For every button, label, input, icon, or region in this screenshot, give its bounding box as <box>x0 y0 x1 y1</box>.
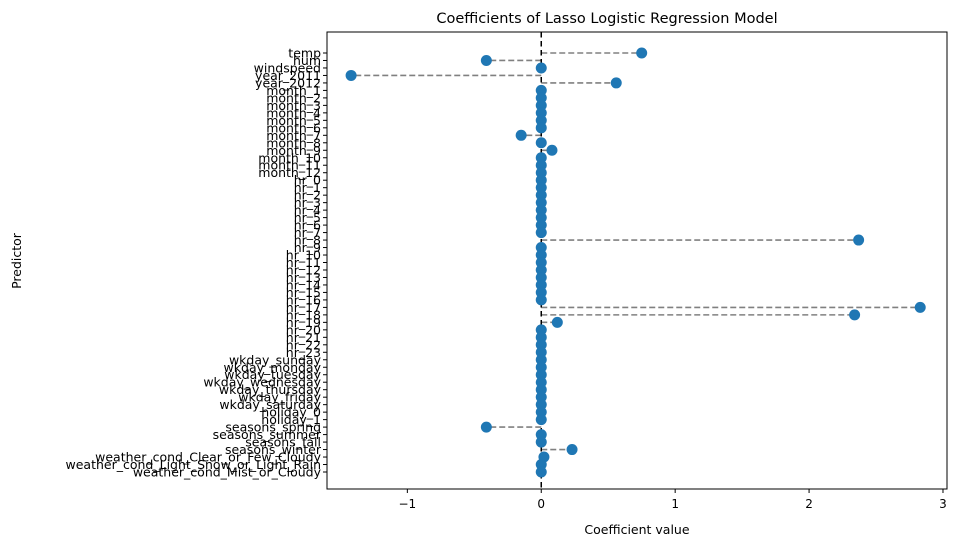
point-seasons_fall <box>535 436 547 448</box>
y-tick-label-month_4: month_4 <box>266 105 321 120</box>
y-tick-label-hum: hum <box>293 53 321 68</box>
y-tick-label-hr_6: hr_6 <box>294 218 321 233</box>
y-tick-label-hr_1: hr_1 <box>294 180 321 195</box>
y-tick-label-hr_10: hr_10 <box>286 248 321 263</box>
point-hum <box>480 54 492 66</box>
y-tick-label-month_2: month_2 <box>266 90 321 105</box>
y-tick-label-holiday_0: holiday_0 <box>261 405 321 420</box>
y-tick-label-seasons_fall: seasons_fall <box>245 435 321 450</box>
y-tick-label-hr_22: hr_22 <box>286 337 321 352</box>
x-tick-label-3: 2 <box>805 497 813 511</box>
y-tick-label-month_7: month_7 <box>266 128 321 143</box>
y-tick-label-wkday_wednesday: wkday_wednesday <box>203 375 321 390</box>
x-tick-label-2: 1 <box>671 497 679 511</box>
point-holiday_1 <box>535 414 547 426</box>
point-hr_16 <box>535 294 547 306</box>
point-hr_7 <box>535 227 547 239</box>
y-tick-label-hr_8: hr_8 <box>294 233 321 248</box>
y-tick-label-windspeed: windspeed <box>254 60 321 75</box>
y-tick-label-weather_cond_Light_Snow_or_Light_Rain: weather_cond_Light_Snow_or_Light_Rain <box>66 457 321 472</box>
point-windspeed <box>535 62 547 74</box>
point-seasons_spring <box>480 421 492 433</box>
y-tick-label-hr_3: hr_3 <box>294 195 321 210</box>
y-tick-label-hr_17: hr_17 <box>286 300 321 315</box>
y-tick-label-year_2011: year_2011 <box>255 68 321 83</box>
y-tick-label-wkday_friday: wkday_friday <box>238 390 321 405</box>
point-month_7 <box>515 129 527 141</box>
y-tick-label-seasons_spring: seasons_spring <box>225 420 321 435</box>
y-tick-label-month_1: month_1 <box>266 83 321 98</box>
y-tick-label-month_12: month_12 <box>258 165 321 180</box>
y-tick-label-holiday_1: holiday_1 <box>261 412 321 427</box>
y-tick-label-temp: temp <box>288 46 321 61</box>
plot-frame <box>326 31 948 490</box>
point-month_9 <box>546 144 558 156</box>
y-tick-label-month_3: month_3 <box>266 98 321 113</box>
x-axis: −1 0 1 2 3 <box>398 489 947 511</box>
x-tick-label-0: −1 <box>398 497 416 511</box>
y-tick-label-hr_19: hr_19 <box>286 315 321 330</box>
y-tick-label-hr_16: hr_16 <box>286 292 321 307</box>
y-tick-label-month_9: month_9 <box>266 143 321 158</box>
x-axis-label: Coefficient value <box>584 522 689 537</box>
y-tick-label-seasons_winter: seasons_winter <box>225 442 322 457</box>
y-tick-label-hr_11: hr_11 <box>286 255 321 270</box>
y-tick-label-month_5: month_5 <box>266 113 321 128</box>
point-hr_17 <box>914 301 926 313</box>
y-axis: temphumwindspeedyear_2011year_2012month_… <box>66 46 327 480</box>
y-axis-label: Predictor <box>9 232 24 289</box>
y-tick-label-wkday_tuesday: wkday_tuesday <box>224 367 321 382</box>
y-tick-label-weather_cond_Clear_or_Few_Cloudy: weather_cond_Clear_or_Few_Cloudy <box>95 450 321 465</box>
y-tick-label-month_11: month_11 <box>258 158 321 173</box>
y-tick-label-hr_9: hr_9 <box>294 240 321 255</box>
y-tick-label-wkday_saturday: wkday_saturday <box>219 397 321 412</box>
point-hr_19 <box>551 316 563 328</box>
y-tick-label-wkday_sunday: wkday_sunday <box>229 352 322 367</box>
y-tick-label-weather_cond_Mist_or_Cloudy: weather_cond_Mist_or_Cloudy <box>133 465 322 480</box>
y-tick-label-year_2012: year_2012 <box>255 75 321 90</box>
y-tick-label-month_10: month_10 <box>258 150 321 165</box>
y-tick-label-seasons_summer: seasons_summer <box>213 427 322 442</box>
point-hr_18 <box>849 309 861 321</box>
y-tick-label-hr_15: hr_15 <box>286 285 321 300</box>
y-tick-label-hr_7: hr_7 <box>294 225 321 240</box>
points-layer <box>345 47 926 478</box>
y-tick-label-hr_20: hr_20 <box>286 322 321 337</box>
point-year_2012 <box>610 77 622 89</box>
y-tick-label-hr_5: hr_5 <box>294 210 321 225</box>
y-tick-label-hr_4: hr_4 <box>294 203 321 218</box>
point-seasons_winter <box>566 444 578 456</box>
y-tick-label-hr_21: hr_21 <box>286 330 321 345</box>
y-tick-label-hr_2: hr_2 <box>294 188 321 203</box>
point-temp <box>636 47 648 59</box>
point-weather_cond_Mist_or_Cloudy <box>535 466 547 478</box>
y-tick-label-hr_0: hr_0 <box>294 173 321 188</box>
chart-title: Coefficients of Lasso Logistic Regressio… <box>436 11 777 27</box>
x-tick-label-4: 3 <box>939 497 947 511</box>
y-tick-label-month_8: month_8 <box>266 135 321 150</box>
y-tick-label-wkday_thursday: wkday_thursday <box>219 382 322 397</box>
x-tick-label-1: 0 <box>537 497 545 511</box>
y-tick-label-hr_12: hr_12 <box>286 262 321 277</box>
y-tick-label-hr_14: hr_14 <box>286 277 321 292</box>
y-tick-label-wkday_monday: wkday_monday <box>224 360 322 375</box>
point-year_2011 <box>345 69 357 81</box>
y-tick-label-hr_23: hr_23 <box>286 345 321 360</box>
y-tick-label-hr_18: hr_18 <box>286 307 321 322</box>
y-tick-label-month_6: month_6 <box>266 120 321 135</box>
point-hr_8 <box>853 234 865 246</box>
y-tick-label-hr_13: hr_13 <box>286 270 321 285</box>
point-month_6 <box>535 122 547 134</box>
point-month_8 <box>535 137 547 149</box>
